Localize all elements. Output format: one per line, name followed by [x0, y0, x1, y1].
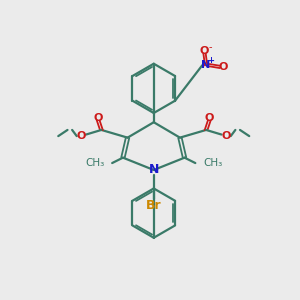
Text: O: O: [205, 113, 214, 123]
Text: O: O: [218, 62, 228, 72]
Text: N: N: [148, 164, 159, 176]
Text: O: O: [94, 113, 103, 123]
Text: CH₃: CH₃: [85, 158, 104, 168]
Text: -: -: [208, 43, 212, 52]
Text: CH₃: CH₃: [203, 158, 222, 168]
Text: O: O: [221, 131, 231, 141]
Text: N: N: [202, 60, 211, 70]
Text: O: O: [77, 131, 86, 141]
Text: O: O: [200, 46, 209, 56]
Text: Br: Br: [146, 199, 162, 212]
Text: +: +: [207, 56, 214, 65]
